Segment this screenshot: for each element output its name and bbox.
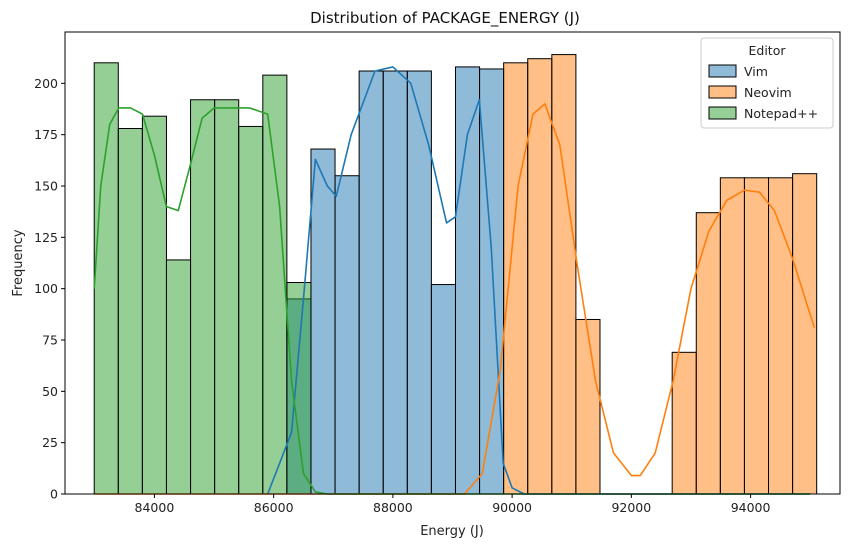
bar-vim-7 (454, 66, 481, 495)
bar-vim-5 (406, 70, 432, 495)
bar-vim-6 (430, 284, 456, 495)
y-tick-label: 150 (34, 179, 58, 194)
bar-vim-1 (310, 148, 336, 495)
x-tick-label: 94000 (731, 500, 771, 515)
legend-swatch-neovim (708, 85, 737, 99)
legend: Editor Vim Neovim Notepad++ (700, 37, 834, 129)
x-tick-label: 88000 (373, 500, 413, 515)
x-axis: 84000 86000 88000 90000 92000 94000 (135, 494, 771, 515)
bar-notepadpp-2 (141, 115, 167, 495)
legend-label-notepadpp: Notepad++ (744, 106, 818, 121)
x-tick-label: 92000 (611, 500, 651, 515)
kde-line-neovim (94, 103, 816, 495)
x-axis-label: Energy (J) (420, 524, 484, 539)
bar-vim-8 (479, 68, 505, 495)
legend-title: Editor (749, 43, 787, 58)
legend-label-vim: Vim (744, 64, 768, 79)
bar-neovim-9 (792, 173, 818, 495)
kde-layer (93, 66, 816, 495)
bar-neovim-7 (743, 177, 770, 495)
bar-vim-3 (358, 70, 384, 495)
bar-notepadpp-0 (93, 62, 119, 495)
bar-vim-4 (382, 70, 408, 495)
plot-frame (64, 31, 841, 495)
x-tick-label: 90000 (492, 500, 532, 515)
bar-notepadpp-6 (238, 125, 264, 495)
series-vim-bars (286, 66, 505, 495)
legend-label-neovim: Neovim (744, 85, 792, 100)
bar-notepadpp-1 (117, 128, 143, 495)
y-tick-label: 175 (34, 127, 58, 142)
y-tick-label: 125 (34, 230, 58, 245)
legend-swatch-notepadpp (708, 106, 737, 120)
bar-notepadpp-8 (286, 282, 312, 495)
bar-notepadpp-4 (190, 99, 216, 495)
bar-notepadpp-5 (214, 99, 240, 495)
x-tick-label: 86000 (254, 500, 294, 515)
bar-neovim-8 (768, 177, 794, 495)
bar-neovim-4 (671, 351, 697, 495)
x-tick-label: 84000 (135, 500, 175, 515)
bars-layer (93, 54, 818, 495)
y-tick-label: 200 (34, 76, 58, 91)
y-tick-label: 100 (34, 281, 58, 296)
y-tick-label: 0 (50, 487, 58, 502)
legend-box (700, 37, 834, 129)
kde-line-notepadpp (93, 107, 811, 495)
bar-neovim-6 (719, 177, 745, 495)
y-tick-label: 75 (42, 333, 58, 348)
bar-neovim-5 (695, 212, 721, 495)
y-axis: 0 25 50 75 100 125 150 175 200 (34, 76, 65, 502)
bar-neovim-3 (575, 318, 601, 495)
bar-neovim-0 (503, 62, 529, 495)
y-tick-label: 25 (42, 435, 58, 450)
chart-title: Distribution of PACKAGE_ENERGY (J) (310, 9, 580, 28)
bar-notepadpp-7 (262, 74, 288, 495)
series-notepadpp-bars (93, 62, 312, 495)
series-neovim-bars (503, 54, 818, 495)
bar-vim-2 (334, 175, 360, 495)
bar-notepadpp-3 (165, 259, 192, 495)
kde-line-vim (266, 66, 811, 495)
legend-swatch-vim (708, 64, 737, 78)
y-axis-label: Frequency (11, 229, 26, 296)
bar-neovim-2 (551, 54, 577, 495)
y-tick-label: 50 (42, 384, 58, 399)
